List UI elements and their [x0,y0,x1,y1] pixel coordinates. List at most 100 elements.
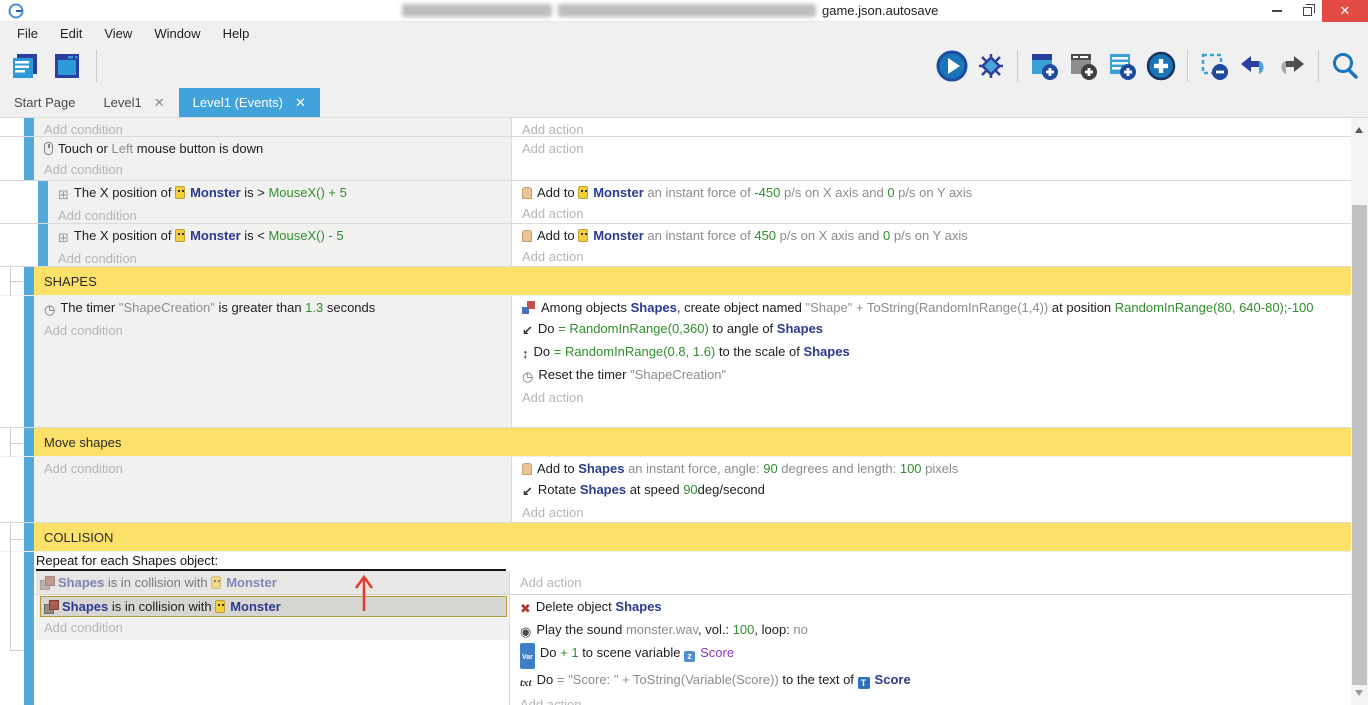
for-each-header[interactable]: Repeat for each Shapes object: [36,553,219,568]
event-highlight-bar[interactable] [24,118,34,136]
close-button[interactable]: ✕ [1322,0,1368,22]
action[interactable]: Add to Monster an instant force of -450 … [518,182,1351,203]
event-highlight-bar[interactable] [24,457,34,522]
add-action-link[interactable]: Add action [522,505,584,520]
add-subevent-button[interactable] [1066,49,1100,83]
scale-icon [522,343,529,364]
scene-editor-button[interactable] [50,49,84,83]
search-button[interactable] [1328,49,1362,83]
dragged-condition-ghost: Shapes is in collision with Monster [36,571,509,594]
event-highlight-bar[interactable] [24,523,34,551]
menu-view[interactable]: View [104,25,133,41]
add-event-button[interactable] [1027,49,1061,83]
angle-icon [522,481,533,502]
action[interactable]: Rotate Shapes at speed 90deg/second [518,479,1351,502]
event-highlight-bar[interactable] [24,428,34,456]
event-highlight-bar[interactable] [38,224,48,266]
event-highlight-bar[interactable] [24,296,34,427]
tab-label: Level1 (Events) [192,95,283,110]
action[interactable]: Delete object Shapes [516,596,1351,619]
actions-cell[interactable]: Add action [511,137,1351,180]
group-header-move-shapes[interactable]: Move shapes [0,428,1351,457]
action[interactable]: Do + 1 to scene variable Score [516,642,1351,669]
scroll-down-icon[interactable] [1355,690,1363,700]
group-header-shapes[interactable]: SHAPES [0,267,1351,296]
actions-cell[interactable]: Add action [511,118,1351,137]
conditions-cell[interactable]: Add condition Shapes is in collision wit… [36,571,509,594]
scrollbar-thumb[interactable] [1352,205,1367,685]
add-action-link[interactable]: Add action [520,697,582,705]
actions-cell[interactable]: Add to Shapes an instant force, angle: 9… [511,457,1351,522]
add-condition-link[interactable]: Add condition [44,620,123,635]
event-highlight-bar[interactable] [38,181,48,223]
debug-button[interactable] [974,49,1008,83]
add-action-link[interactable]: Add action [522,206,584,221]
action[interactable]: Add to Monster an instant force of 450 p… [518,225,1351,246]
add-action-link[interactable]: Add action [522,249,584,264]
add-condition-link[interactable]: Add condition [44,461,123,476]
tab-level1[interactable]: Level1 ✕ [89,88,178,117]
actions-cell[interactable]: Among objects Shapes, create object name… [511,296,1351,427]
actions-cell[interactable]: Add action [509,571,1351,594]
event-highlight-bar[interactable] [24,267,34,295]
undo-icon [1241,56,1264,74]
action[interactable]: Do = RandomInRange(0,360) to angle of Sh… [518,318,1351,341]
close-tab-icon[interactable]: ✕ [153,94,165,110]
condition[interactable]: The X position of Monster is < MouseX() … [54,225,511,248]
condition[interactable]: Touch or Left mouse button is down [40,138,511,159]
conditions-cell[interactable]: The timer "ShapeCreation" is greater tha… [34,296,511,427]
add-condition-link[interactable]: Add condition [44,162,123,177]
action[interactable]: Among objects Shapes, create object name… [518,297,1324,318]
toolbar-separator [1017,50,1018,82]
action[interactable]: Do = "Score: " + ToString(Variable(Score… [516,669,1351,694]
conditions-cell[interactable]: The X position of Monster is < MouseX() … [48,224,511,266]
selected-condition[interactable]: Shapes is in collision with Monster [40,596,507,617]
monster-icon [175,229,186,242]
event-highlight-bar[interactable] [24,552,34,705]
menu-window[interactable]: Window [154,25,201,41]
preview-play-button[interactable] [935,49,969,83]
group-header-collision[interactable]: COLLISION [0,523,1351,552]
tab-start-page[interactable]: Start Page [0,88,89,117]
add-condition-link[interactable]: Add condition [44,122,123,137]
condition[interactable]: The timer "ShapeCreation" is greater tha… [40,297,511,320]
conditions-cell[interactable]: Add condition [34,457,511,522]
debug-bug-icon [979,54,1003,78]
conditions-cell[interactable]: Touch or Left mouse button is down Add c… [34,137,511,180]
add-action-link[interactable]: Add action [522,122,584,137]
actions-cell[interactable]: Add to Monster an instant force of 450 p… [511,224,1351,266]
actions-cell[interactable]: Add to Monster an instant force of -450 … [511,181,1351,223]
add-condition-link[interactable]: Add condition [58,251,137,266]
actions-cell[interactable]: Delete object Shapes Play the sound mons… [509,595,1351,705]
delete-selection-button[interactable] [1197,49,1231,83]
action[interactable]: Do = RandomInRange(0.8, 1.6) to the scal… [518,341,1351,364]
add-action-link[interactable]: Add action [520,575,582,590]
condition[interactable]: The X position of Monster is > MouseX() … [54,182,511,205]
add-comment-button[interactable] [1105,49,1139,83]
undo-button[interactable] [1236,49,1270,83]
scroll-up-icon[interactable] [1355,123,1363,133]
add-action-link[interactable]: Add action [522,390,584,405]
add-condition-link[interactable]: Add condition [58,208,137,223]
minimize-button[interactable] [1262,0,1292,22]
close-tab-icon[interactable]: ✕ [294,94,306,110]
action[interactable]: Play the sound monster.wav, vol.: 100, l… [516,619,1351,642]
add-condition-link[interactable]: Add condition [44,323,123,338]
menu-edit[interactable]: Edit [59,25,83,41]
project-manager-button[interactable] [8,49,42,83]
conditions-cell[interactable]: Shapes is in collision with Monster Add … [36,595,509,640]
add-action-link[interactable]: Add action [522,141,584,156]
vertical-scrollbar[interactable] [1351,118,1368,705]
restore-button[interactable] [1292,0,1322,22]
conditions-cell[interactable]: Add condition [34,118,511,137]
add-other-button[interactable] [1144,49,1178,83]
redo-button[interactable] [1275,49,1309,83]
tab-level1-events[interactable]: Level1 (Events) ✕ [178,88,320,117]
menu-file[interactable]: File [17,25,38,41]
conditions-cell[interactable]: The X position of Monster is > MouseX() … [48,181,511,223]
menu-help[interactable]: Help [222,25,250,41]
event-highlight-bar[interactable] [24,137,34,180]
action[interactable]: Add to Shapes an instant force, angle: 9… [518,458,1351,479]
action[interactable]: Reset the timer "ShapeCreation" [518,364,1351,387]
window-title-text: game.json.autosave [822,3,939,18]
